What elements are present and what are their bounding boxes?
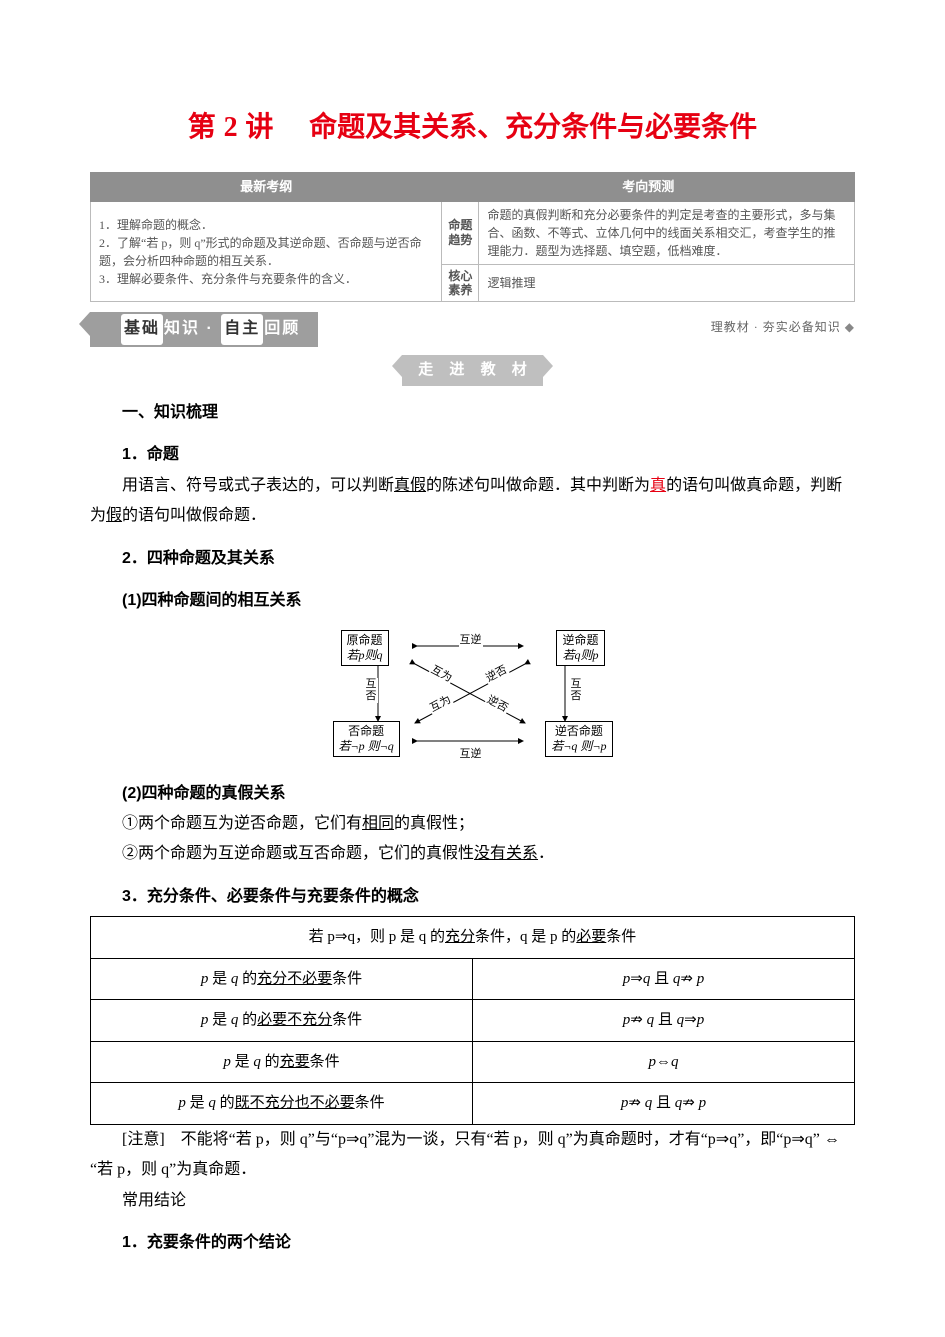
core-literacy-label: 核心 素养 [442,264,479,302]
heading-proposition: 1．命题 [90,440,855,470]
core-literacy-text: 逻辑推理 [479,264,855,302]
heading-conditions: 3．充分条件、必要条件与充要条件的概念 [90,882,855,912]
box-original-b: 若p则q [347,648,383,662]
sub-banner-wrap: 走 进 教 材 [90,355,855,386]
box-contrapositive-b: 若¬q 则¬p [551,739,606,753]
r3lb: 条件 [310,1054,340,1070]
lbl-bottom: 互逆 [459,748,483,762]
ct-r2-r: p⇏ q 且 q⇒p [473,1000,855,1042]
box-inverse-a: 否命题 [348,724,384,738]
exam-info-table: 最新考纲 考向预测 1．理解命题的概念． 2．了解“若 p，则 q”形式的命题及… [90,172,855,302]
title-prefix: 第 [188,111,216,142]
u-truefalse: 真假 [394,477,426,494]
box-contrapositive-a: 逆否命题 [555,724,603,738]
tf1u: 相同 [362,815,394,832]
box-original-a: 原命题 [347,633,383,647]
info-header-left: 最新考纲 [91,173,442,202]
ct-r4-r: p⇏ q 且 q⇏ p [473,1083,855,1125]
cth-a: 若 p⇒q，则 p 是 q 的 [309,929,445,945]
u-false: 假 [106,507,122,524]
relation-diagram-wrap: 原命题 若p则q 逆命题 若q则p 否命题 若¬p 则¬q 逆否命题 若¬q 则… [90,626,855,772]
r1lu: 充分不必要 [257,971,332,987]
lbl-right: 互 否 [570,678,583,702]
box-original: 原命题 若p则q [341,630,389,666]
r1lb: 条件 [332,971,362,987]
banner-chip-2: 自主 [221,314,263,344]
r3lu: 充要 [280,1054,310,1070]
cth-u2: 必要 [576,929,606,945]
box-contrapositive: 逆否命题 若¬q 则¬p [545,721,612,757]
syllabus-cell: 1．理解命题的概念． 2．了解“若 p，则 q”形式的命题及其逆命题、否命题与逆… [91,201,442,302]
t-a: 用语言、符号或式子表达的，可以判断 [122,477,394,494]
tf1b: 的真假性； [394,815,474,832]
common-conclusions: 常用结论 [90,1186,855,1216]
lbl-top: 互逆 [459,634,483,648]
relation-diagram: 原命题 若p则q 逆命题 若q则p 否命题 若¬p 则¬q 逆否命题 若¬q 则… [333,626,613,761]
heading-two-conclusions: 1．充要条件的两个结论 [90,1228,855,1258]
banner-chip-1: 基础 [121,314,163,344]
tf-rel-1: ①两个命题互为逆否命题，它们有相同的真假性； [90,809,855,839]
heading-four-props: 2．四种命题及其关系 [90,544,855,574]
section-banner-row: 基础知识 · 自主回顾 理教材 · 夯实必备知识 ◆ [90,312,855,357]
lbl-left: 互 否 [365,678,378,702]
info-header-right: 考向预测 [442,173,855,202]
section-banner-left: 基础知识 · 自主回顾 [90,312,318,346]
box-converse-a: 逆命题 [562,633,598,647]
box-converse-b: 若q则p [562,648,598,662]
box-inverse: 否命题 若¬p 则¬q [333,721,400,757]
banner-text-2: 回顾 [264,320,300,337]
tf2b: ． [538,845,554,862]
ct-r1-l: p p 是 q 的是 q 的充分不必要条件 [91,958,473,1000]
title-number: 2 [224,112,238,143]
heading-four-props-a: (1)四种命题间的相互关系 [90,586,855,616]
t-d: 的语句叫做假命题． [122,507,266,524]
trend-text: 命题的真假判断和充分必要条件的判定是考查的主要形式，多与集合、函数、不等式、立体… [479,201,855,264]
ct-r1-r: p⇒q 且 q⇏ p [473,958,855,1000]
diamond-icon: ◆ [845,320,855,334]
lecture-title: 第 2 讲 命题及其关系、充分条件与必要条件 [90,100,855,154]
tf2a: ②两个命题为互逆命题或互否命题，它们的真假性 [122,845,474,862]
cth-c: 条件 [606,929,636,945]
cth-b: 条件，q 是 p 的 [475,929,576,945]
ct-r3-r: p⇔q [473,1041,855,1083]
r4lb: 条件 [355,1095,385,1111]
u-true: 真 [650,477,666,494]
cth-u1: 充分 [445,929,475,945]
ct-head: 若 p⇒q，则 p 是 q 的充分条件，q 是 p 的必要条件 [91,917,855,959]
ct-r3-l: p 是 q 的充要条件 [91,1041,473,1083]
ct-r2-l: p 是 q 的必要不充分条件 [91,1000,473,1042]
sub-banner: 走 进 教 材 [402,355,543,386]
note-text: 不能将“若 p，则 q”与“p⇒q”混为一谈，只有“若 p，则 q”为真命题时，… [90,1131,840,1178]
tf-rel-2: ②两个命题为互逆命题或互否命题，它们的真假性没有关系． [90,839,855,869]
r2lb: 条件 [332,1012,362,1028]
condition-table: 若 p⇒q，则 p 是 q 的充分条件，q 是 p 的必要条件 p p 是 q … [90,916,855,1125]
note-label: [注意] [122,1131,165,1148]
heading-four-props-b: (2)四种命题的真假关系 [90,779,855,809]
trend-label: 命题 趋势 [442,201,479,264]
ct-r4-l: p 是 q 的既不充分也不必要条件 [91,1083,473,1125]
page: 第 2 讲 命题及其关系、充分条件与必要条件 最新考纲 考向预测 1．理解命题的… [0,0,945,1318]
box-inverse-b: 若¬p 则¬q [339,739,394,753]
banner-right-text: 理教材 · 夯实必备知识 [711,320,841,334]
banner-right-note: 理教材 · 夯实必备知识 ◆ [711,316,855,339]
title-rest: 命题及其关系、充分条件与必要条件 [281,111,757,142]
tf1a: ①两个命题互为逆否命题，它们有 [122,815,362,832]
box-converse: 逆命题 若q则p [556,630,604,666]
title-mid: 讲 [245,111,273,142]
tf2u: 没有关系 [474,845,538,862]
proposition-text: 用语言、符号或式子表达的，可以判断真假的陈述句叫做命题．其中判断为真的语句叫做真… [90,471,855,532]
banner-text-1: 知识 · [164,320,220,337]
note-paragraph: [注意] 不能将“若 p，则 q”与“p⇒q”混为一谈，只有“若 p，则 q”为… [90,1125,855,1186]
r4lu: 既不充分也不必要 [235,1095,355,1111]
t-b: 的陈述句叫做命题．其中判断为 [426,477,650,494]
r2lu: 必要不充分 [257,1012,332,1028]
heading-overview: 一、知识梳理 [90,398,855,428]
